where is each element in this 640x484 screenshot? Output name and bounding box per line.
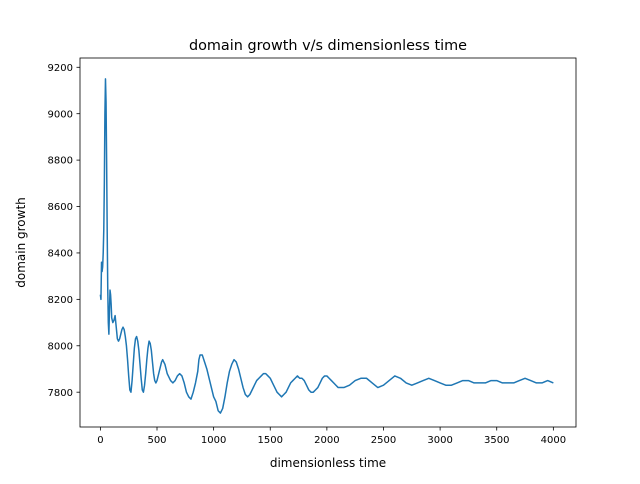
plot-area [99, 78, 554, 414]
axes-frame [79, 57, 577, 428]
series-line-0 [99, 78, 554, 414]
x-axis-label: dimensionless time [270, 456, 386, 470]
y-tick-label: 9000 [48, 109, 73, 120]
y-tick-label: 9200 [48, 63, 73, 74]
chart-title: domain growth v/s dimensionless time [189, 38, 467, 54]
x-tick-label: 2500 [371, 435, 396, 446]
y-tick-label: 8400 [48, 249, 73, 260]
x-tick-label: 500 [147, 435, 166, 446]
y-tick-label: 8200 [48, 295, 73, 306]
x-tick-label: 0 [97, 435, 103, 446]
y-axis-label: domain growth [14, 197, 28, 288]
y-tick-label: 7800 [48, 388, 73, 399]
y-tick-label: 8000 [48, 341, 73, 352]
y-tick-label: 8600 [48, 202, 73, 213]
x-tick-label: 2000 [314, 435, 339, 446]
x-tick-label: 1000 [201, 435, 226, 446]
y-tick-label: 8800 [48, 156, 73, 167]
x-tick-label: 4000 [541, 435, 566, 446]
x-tick-label: 3000 [427, 435, 452, 446]
x-tick-label: 1500 [258, 435, 283, 446]
axis-ticks: 0 500 1000 1500 2000 2500 3000 3500 4000 7800 8000… [48, 63, 567, 446]
x-tick-label: 3500 [484, 435, 509, 446]
